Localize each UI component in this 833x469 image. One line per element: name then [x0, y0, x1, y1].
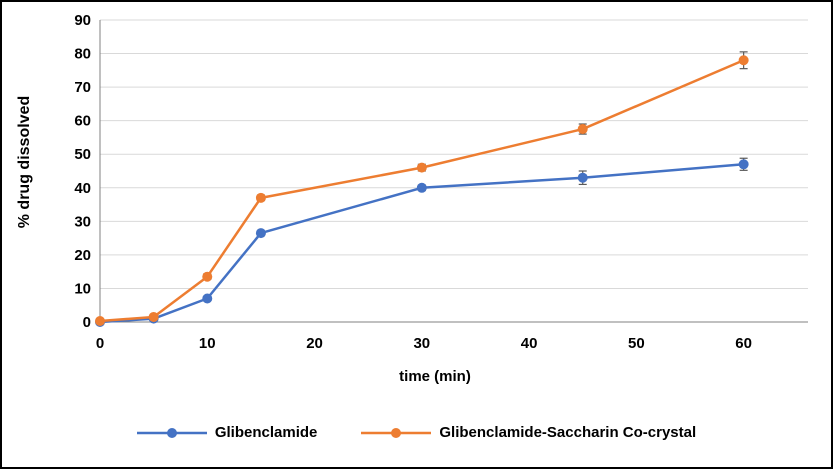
- x-axis-title: time (min): [399, 368, 471, 385]
- y-tick-label: 20: [74, 247, 91, 264]
- y-tick-label: 80: [74, 46, 91, 63]
- legend-marker-cocrystal-icon: [361, 427, 432, 438]
- legend-item-cocrystal: Glibenclamide-Saccharin Co-crystal: [361, 424, 696, 441]
- data-point: [202, 271, 213, 282]
- data-point: [255, 192, 266, 203]
- legend-marker-glibenclamide-icon: [136, 427, 207, 438]
- data-point: [202, 293, 213, 304]
- data-point: [148, 311, 159, 322]
- data-point: [255, 228, 266, 239]
- data-point: [577, 172, 588, 183]
- x-tick-label: 20: [306, 335, 323, 352]
- x-tick-label: 0: [96, 335, 104, 352]
- x-tick-label: 40: [521, 335, 538, 352]
- y-tick-label: 70: [74, 79, 91, 96]
- y-tick-label: 30: [74, 213, 91, 230]
- y-tick-label: 90: [74, 12, 91, 29]
- x-tick-label: 60: [735, 335, 752, 352]
- data-point: [416, 162, 427, 173]
- legend: Glibenclamide Glibenclamide-Saccharin Co…: [2, 424, 831, 441]
- x-tick-label: 50: [628, 335, 645, 352]
- data-point: [738, 55, 749, 66]
- legend-label-glibenclamide: Glibenclamide: [214, 424, 318, 441]
- y-tick-label: 0: [83, 314, 91, 331]
- plot-area: 0 10 20 30 40 50 60 70 80 90 0 10 20 30 40 50 60: [74, 12, 808, 352]
- y-axis-title: % drug dissolved: [16, 95, 33, 229]
- data-point: [95, 315, 105, 326]
- y-tick-label: 60: [74, 113, 91, 130]
- y-tick-label: 50: [74, 146, 91, 163]
- data-point: [416, 182, 427, 193]
- x-tick-label: 30: [413, 335, 430, 352]
- legend-item-glibenclamide: Glibenclamide: [136, 424, 318, 441]
- y-tick-label: 40: [74, 180, 91, 197]
- data-point: [738, 159, 749, 170]
- x-tick-label: 10: [199, 335, 216, 352]
- y-tick-label: 10: [74, 280, 91, 297]
- data-point: [577, 124, 588, 135]
- legend-label-cocrystal: Glibenclamide-Saccharin Co-crystal: [439, 424, 697, 441]
